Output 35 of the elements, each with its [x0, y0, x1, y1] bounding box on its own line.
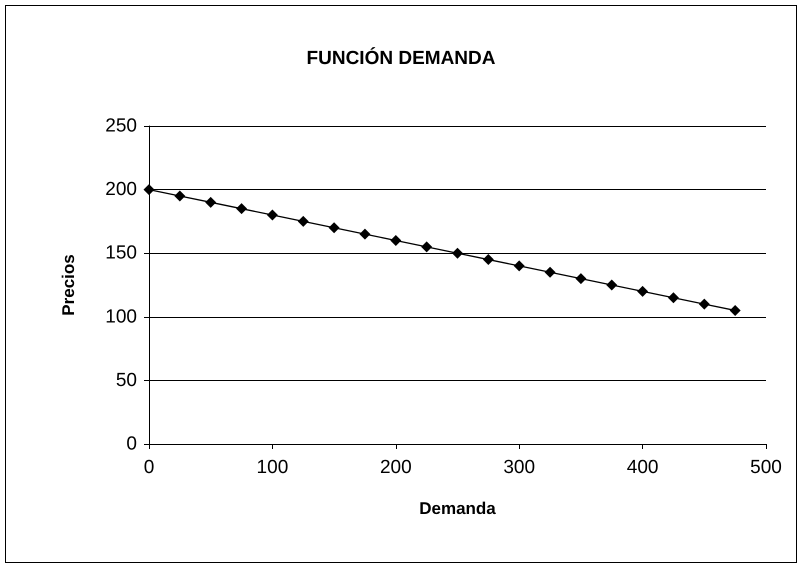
- x-tick-label: 300: [503, 457, 536, 478]
- y-tick-label: 50: [116, 370, 137, 391]
- point: [514, 260, 525, 272]
- x-axis-title: Demanda: [419, 499, 496, 518]
- x-tick-label: 400: [626, 457, 658, 478]
- point: [266, 210, 278, 221]
- point: [637, 286, 648, 297]
- point: [236, 203, 248, 214]
- point: [298, 216, 309, 227]
- x-tick-label: 200: [380, 457, 412, 478]
- y-axis-title: Precios: [59, 254, 78, 316]
- y-tick-label: 200: [105, 179, 137, 200]
- point: [544, 266, 556, 278]
- point: [575, 273, 586, 284]
- x-tick-label: 100: [256, 457, 288, 478]
- x-tick-label: 0: [144, 457, 154, 478]
- point: [359, 228, 370, 240]
- point: [668, 292, 679, 304]
- point: [698, 298, 710, 310]
- point: [482, 254, 494, 266]
- point: [328, 222, 340, 234]
- point: [421, 241, 432, 252]
- point: [144, 184, 154, 196]
- x-tick-label: 500: [750, 457, 782, 478]
- y-tick-label: 250: [105, 116, 137, 136]
- y-tick-label: 0: [126, 434, 137, 454]
- point: [606, 280, 618, 290]
- y-tick-label: 100: [105, 306, 137, 328]
- chart-title: FUNCIÓN DEMANDA: [306, 47, 496, 69]
- point: [174, 190, 186, 202]
- point: [390, 234, 402, 246]
- point: [205, 196, 216, 208]
- point: [730, 304, 741, 316]
- y-tick-label: 150: [105, 242, 137, 264]
- point: [452, 248, 463, 259]
